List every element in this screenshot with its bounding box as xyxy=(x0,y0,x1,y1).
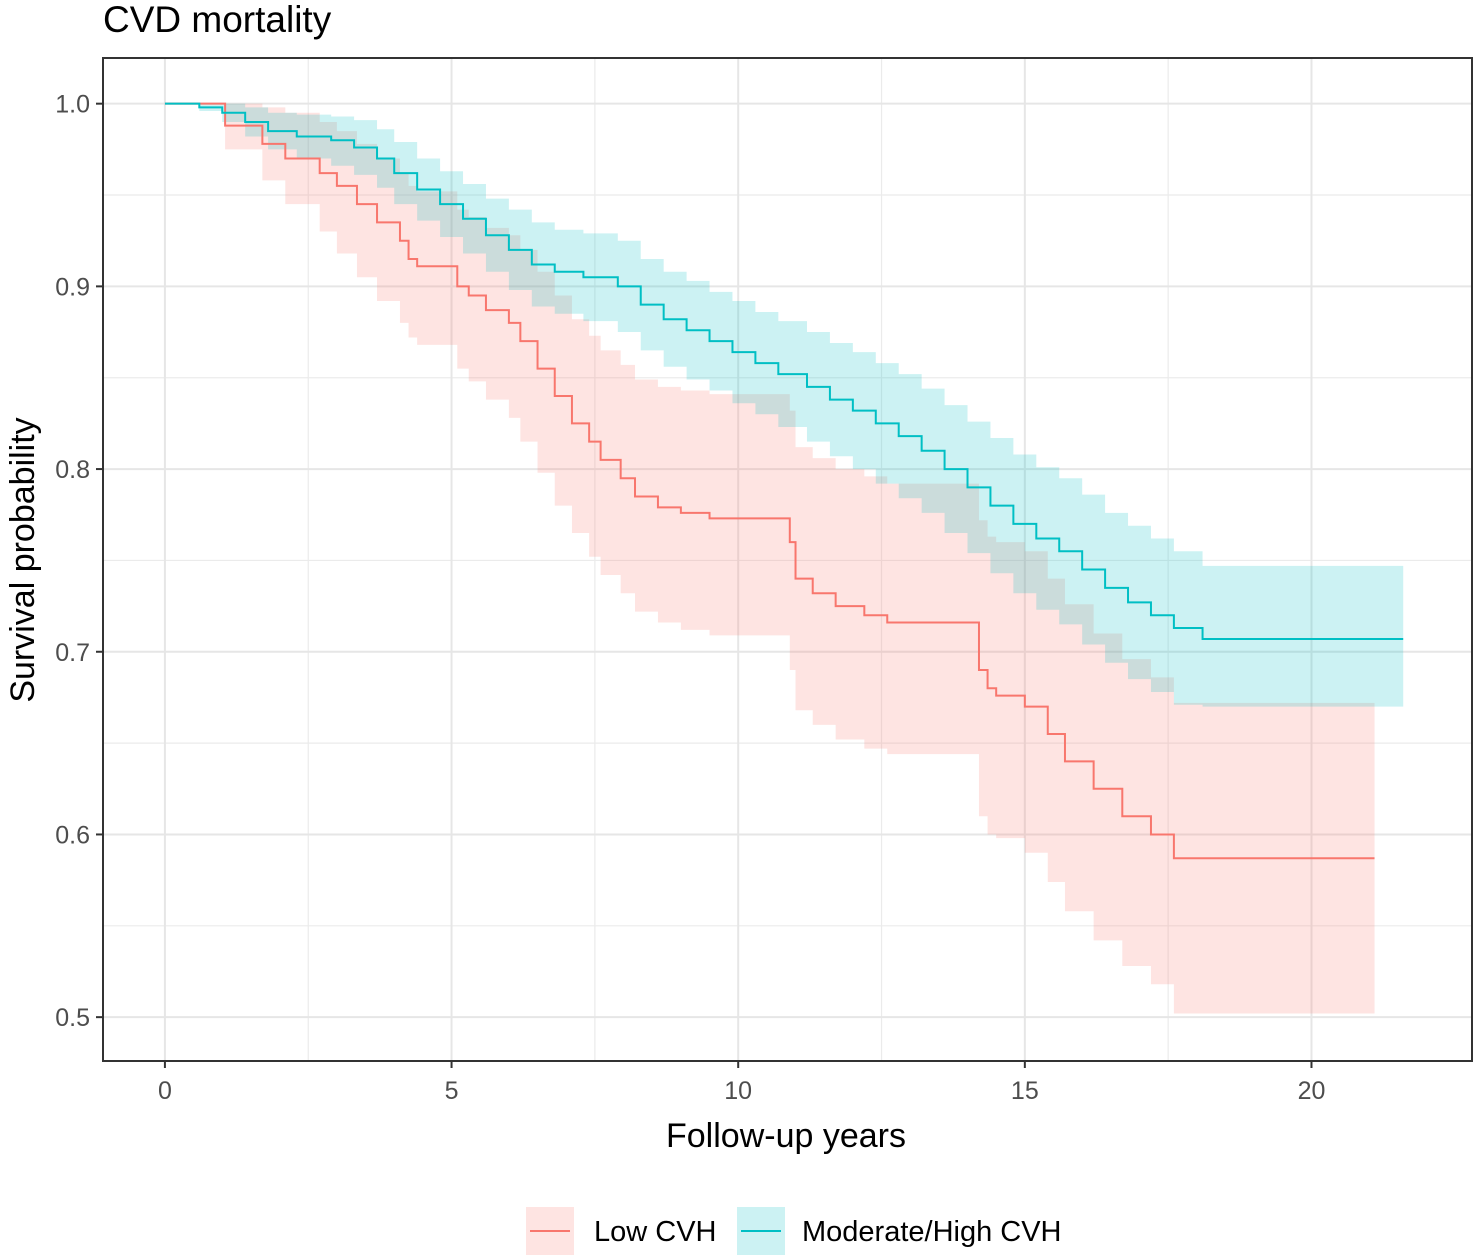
y-tick-label: 0.7 xyxy=(55,639,90,667)
legend-label: Low CVH xyxy=(594,1216,717,1248)
x-tick-label: 10 xyxy=(724,1077,752,1105)
y-tick-label: 1.0 xyxy=(55,91,90,119)
legend-label: Moderate/High CVH xyxy=(802,1216,1062,1248)
x-tick-label: 15 xyxy=(1011,1077,1039,1105)
x-axis-label: Follow-up years xyxy=(666,1117,906,1155)
x-tick-label: 0 xyxy=(158,1077,172,1105)
ci-band-0 xyxy=(164,103,1375,1014)
survival-curve-0 xyxy=(164,102,1375,860)
confidence-bands xyxy=(164,103,1404,1014)
y-tick-label: 0.9 xyxy=(55,273,90,301)
y-tick-label: 0.5 xyxy=(55,1004,90,1032)
x-tick-label: 20 xyxy=(1298,1077,1326,1105)
ci-band-1 xyxy=(164,103,1404,707)
y-tick-label: 0.8 xyxy=(55,456,90,484)
y-axis-label: Survival probability xyxy=(4,417,42,702)
legend: Low CVH Moderate/High CVH xyxy=(526,1207,1062,1255)
y-tick-label: 0.6 xyxy=(55,821,90,849)
x-axis-ticks: 0 5 10 15 20 xyxy=(158,1061,1325,1105)
grid-lines xyxy=(103,58,1472,1061)
y-axis-ticks: 0.5 0.6 0.7 0.8 0.9 1.0 xyxy=(55,91,103,1032)
plot-border xyxy=(102,57,1473,1062)
x-tick-label: 5 xyxy=(445,1077,459,1105)
survival-curve-1 xyxy=(164,102,1404,640)
chart-title: CVD mortality xyxy=(103,0,332,40)
survival-curves xyxy=(164,102,1404,860)
plot-panel xyxy=(103,58,1472,1061)
